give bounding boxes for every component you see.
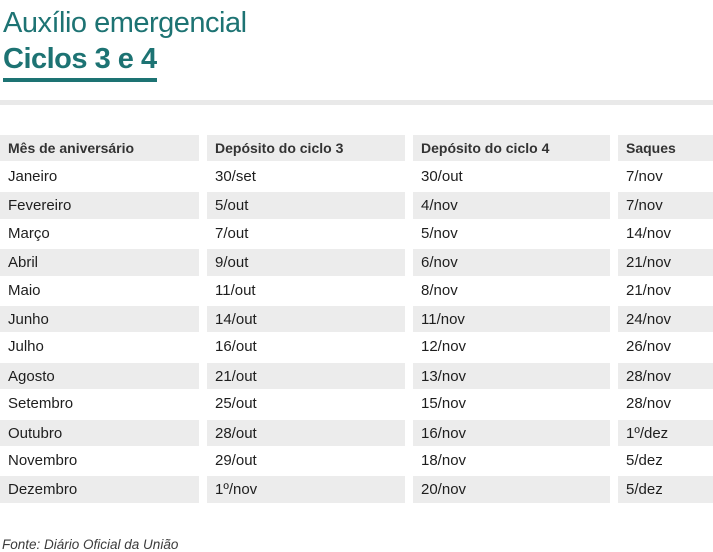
cycle4-cell: 15/nov (421, 395, 467, 413)
table-row: Agosto 21/out 13/nov 28/nov (0, 361, 713, 391)
withdrawal-cell: 21/nov (626, 281, 672, 299)
page-title-line2: Ciclos 3 e 4 (3, 43, 157, 82)
cycle3-cell: 21/out (207, 361, 405, 391)
withdrawal-cell: 5/dez (618, 475, 713, 504)
table-header-row: Mês de aniversário Depósito do ciclo 3 D… (0, 135, 713, 161)
cycle4-cell: 20/nov (413, 475, 610, 504)
cycle3-cell: 5/out (207, 191, 405, 220)
column-header-cycle4: Depósito do ciclo 4 (413, 135, 610, 161)
table-row: Junho 14/out 11/nov 24/nov (0, 304, 713, 334)
month-cell: Novembro (8, 451, 78, 469)
page-title-line1: Auxílio emergencial (3, 7, 247, 39)
withdrawal-cell: 28/nov (618, 361, 713, 391)
month-cell: Março (8, 224, 50, 242)
cycle3-cell: 28/out (207, 418, 405, 447)
cycle3-cell: 16/out (215, 338, 257, 356)
cycle4-cell: 6/nov (413, 248, 610, 277)
cycle3-cell: 29/out (215, 451, 257, 469)
month-cell: Setembro (8, 395, 74, 413)
cycle4-cell: 18/nov (421, 451, 467, 469)
cycle3-cell: 1º/nov (207, 475, 405, 504)
month-cell: Abril (0, 248, 199, 277)
withdrawal-cell: 14/nov (626, 224, 672, 242)
column-header-cycle3: Depósito do ciclo 3 (207, 135, 405, 161)
month-cell: Julho (8, 338, 44, 356)
withdrawal-cell: 7/nov (626, 168, 663, 185)
table-row: Outubro 28/out 16/nov 1º/dez (0, 418, 713, 447)
column-header-withdrawals: Saques (618, 135, 713, 161)
withdrawal-cell: 28/nov (626, 395, 672, 413)
table-row: Janeiro 30/set 30/out 7/nov (0, 163, 713, 191)
month-cell: Fevereiro (0, 191, 199, 220)
cycle4-cell: 16/nov (413, 418, 610, 447)
month-cell: Agosto (0, 361, 199, 391)
table-row: Dezembro 1º/nov 20/nov 5/dez (0, 475, 713, 504)
table-row: Maio 11/out 8/nov 21/nov (0, 277, 713, 305)
cycle3-cell: 11/out (215, 281, 256, 299)
source-note: Fonte: Diário Oficial da União (2, 537, 179, 552)
table-row: Fevereiro 5/out 4/nov 7/nov (0, 191, 713, 220)
cycle4-cell: 11/nov (413, 304, 610, 334)
payment-schedule-table: Mês de aniversário Depósito do ciclo 3 D… (0, 135, 713, 504)
month-cell: Outubro (0, 418, 199, 447)
cycle4-cell: 4/nov (413, 191, 610, 220)
withdrawal-cell: 24/nov (618, 304, 713, 334)
column-header-month: Mês de aniversário (0, 135, 199, 161)
withdrawal-cell: 1º/dez (618, 418, 713, 447)
table-row: Novembro 29/out 18/nov 5/dez (0, 447, 713, 475)
cycle3-cell: 30/set (215, 168, 256, 185)
table-row: Setembro 25/out 15/nov 28/nov (0, 390, 713, 418)
withdrawal-cell: 21/nov (618, 248, 713, 277)
month-cell: Janeiro (8, 168, 58, 185)
cycle3-cell: 25/out (215, 395, 257, 413)
page-title: Auxílio emergencial Ciclos 3 e 4 (3, 3, 247, 84)
cycle4-cell: 5/nov (421, 224, 458, 242)
month-cell: Dezembro (0, 475, 199, 504)
cycle4-cell: 8/nov (421, 281, 458, 299)
withdrawal-cell: 7/nov (618, 191, 713, 220)
withdrawal-cell: 26/nov (626, 338, 672, 356)
divider-bar (0, 100, 713, 105)
table-row: Julho 16/out 12/nov 26/nov (0, 333, 713, 361)
table-row: Março 7/out 5/nov 14/nov (0, 220, 713, 248)
cycle4-cell: 12/nov (421, 338, 467, 356)
withdrawal-cell: 5/dez (626, 451, 663, 469)
cycle3-cell: 7/out (215, 224, 249, 242)
cycle4-cell: 13/nov (413, 361, 610, 391)
cycle3-cell: 14/out (207, 304, 405, 334)
table-row: Abril 9/out 6/nov 21/nov (0, 248, 713, 277)
month-cell: Maio (8, 281, 41, 299)
cycle4-cell: 30/out (421, 168, 463, 185)
month-cell: Junho (0, 304, 199, 334)
cycle3-cell: 9/out (207, 248, 405, 277)
